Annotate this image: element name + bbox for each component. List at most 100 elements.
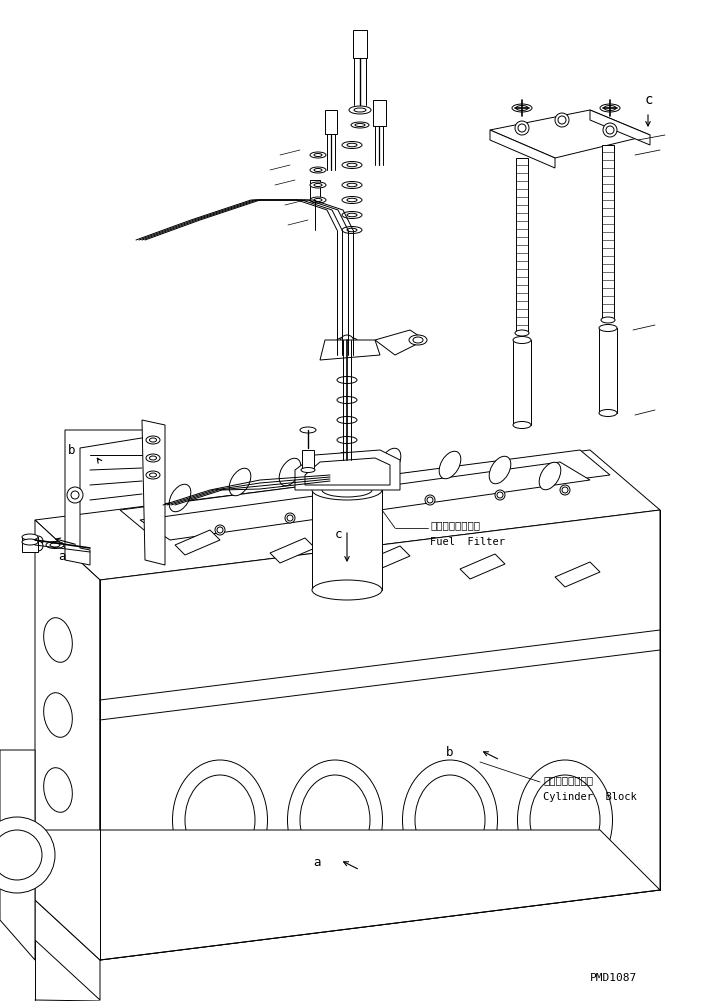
- Ellipse shape: [349, 106, 371, 114]
- Bar: [152, 445, 162, 453]
- Circle shape: [558, 116, 566, 124]
- Polygon shape: [555, 562, 600, 587]
- Text: フェエルフィルタ: フェエルフィルタ: [430, 520, 480, 530]
- Text: シリンダブロック: シリンダブロック: [543, 775, 593, 785]
- Bar: [152, 485, 162, 493]
- Polygon shape: [35, 900, 100, 1000]
- Bar: [599, 328, 617, 413]
- Ellipse shape: [409, 335, 427, 345]
- Circle shape: [357, 505, 363, 511]
- Ellipse shape: [415, 775, 485, 865]
- Circle shape: [67, 487, 83, 503]
- Polygon shape: [120, 450, 610, 535]
- Ellipse shape: [604, 105, 616, 110]
- Circle shape: [33, 536, 43, 546]
- Text: PMD1087: PMD1087: [590, 973, 637, 983]
- Ellipse shape: [599, 409, 617, 416]
- Ellipse shape: [342, 181, 362, 188]
- Bar: [22, 542, 38, 552]
- Bar: [513, 340, 531, 425]
- Bar: [302, 450, 314, 468]
- Ellipse shape: [355, 123, 365, 126]
- Ellipse shape: [539, 462, 561, 489]
- Circle shape: [71, 491, 79, 499]
- Ellipse shape: [314, 198, 322, 201]
- Ellipse shape: [336, 337, 358, 347]
- Ellipse shape: [310, 152, 326, 158]
- Ellipse shape: [342, 226, 362, 233]
- Text: c: c: [335, 529, 343, 542]
- Ellipse shape: [347, 183, 357, 187]
- Polygon shape: [490, 130, 555, 168]
- Ellipse shape: [50, 543, 60, 547]
- Ellipse shape: [516, 105, 528, 110]
- Text: a: a: [58, 550, 66, 563]
- Circle shape: [285, 513, 295, 523]
- Ellipse shape: [347, 143, 357, 147]
- Circle shape: [518, 124, 526, 132]
- Ellipse shape: [146, 471, 160, 479]
- Ellipse shape: [601, 317, 615, 323]
- Ellipse shape: [440, 451, 461, 478]
- Ellipse shape: [337, 376, 357, 383]
- Bar: [312, 490, 382, 590]
- Bar: [310, 180, 320, 200]
- Polygon shape: [0, 750, 35, 960]
- Ellipse shape: [310, 167, 326, 173]
- Ellipse shape: [347, 163, 357, 167]
- Bar: [152, 465, 162, 473]
- Ellipse shape: [151, 466, 163, 471]
- Text: a: a: [313, 856, 321, 869]
- Ellipse shape: [314, 168, 322, 171]
- Ellipse shape: [354, 108, 366, 112]
- Ellipse shape: [22, 534, 38, 540]
- Ellipse shape: [413, 337, 423, 343]
- Circle shape: [603, 123, 617, 137]
- Ellipse shape: [169, 484, 191, 512]
- Polygon shape: [320, 340, 380, 360]
- Circle shape: [0, 817, 55, 893]
- Bar: [516, 158, 528, 333]
- Ellipse shape: [310, 182, 326, 188]
- Ellipse shape: [146, 454, 160, 462]
- Ellipse shape: [515, 330, 529, 336]
- Polygon shape: [65, 430, 160, 565]
- Ellipse shape: [351, 122, 369, 128]
- Polygon shape: [175, 530, 220, 555]
- Circle shape: [150, 535, 160, 545]
- Polygon shape: [100, 510, 660, 960]
- Text: b: b: [68, 443, 76, 456]
- Polygon shape: [140, 462, 590, 540]
- Polygon shape: [305, 458, 390, 485]
- Circle shape: [425, 495, 435, 505]
- Ellipse shape: [149, 456, 156, 460]
- Ellipse shape: [342, 141, 362, 148]
- Ellipse shape: [279, 458, 301, 485]
- Ellipse shape: [347, 213, 357, 217]
- Circle shape: [427, 497, 433, 503]
- Ellipse shape: [342, 211, 362, 218]
- Ellipse shape: [151, 446, 163, 451]
- Circle shape: [562, 487, 568, 493]
- Ellipse shape: [146, 436, 160, 444]
- Polygon shape: [142, 420, 165, 565]
- Ellipse shape: [342, 161, 362, 168]
- Ellipse shape: [530, 775, 600, 865]
- Circle shape: [217, 527, 223, 533]
- Ellipse shape: [314, 183, 322, 186]
- Ellipse shape: [402, 760, 498, 880]
- Ellipse shape: [149, 473, 156, 477]
- Ellipse shape: [337, 396, 357, 403]
- Ellipse shape: [379, 448, 401, 475]
- Ellipse shape: [310, 197, 326, 203]
- Bar: [373, 100, 386, 126]
- Ellipse shape: [600, 104, 620, 112]
- Ellipse shape: [43, 693, 72, 738]
- Ellipse shape: [513, 336, 531, 343]
- Text: Cylinder  Block: Cylinder Block: [543, 792, 637, 802]
- Ellipse shape: [22, 539, 38, 545]
- Polygon shape: [590, 110, 650, 145]
- Bar: [325, 110, 337, 134]
- Ellipse shape: [300, 775, 370, 865]
- Polygon shape: [270, 538, 315, 563]
